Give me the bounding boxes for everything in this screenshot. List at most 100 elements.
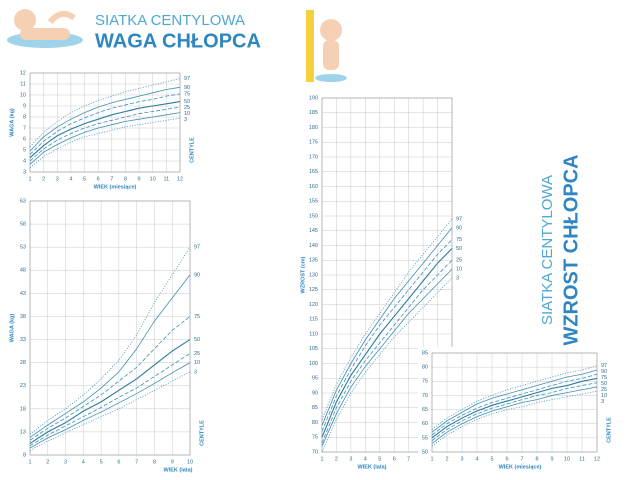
y-tick-label: 90 (312, 390, 318, 396)
centile-label: 25 (194, 351, 200, 357)
x-tick-label: 5 (100, 459, 103, 465)
x-tick-label: 4 (69, 176, 72, 182)
y-tick-label: 13 (20, 429, 26, 435)
x-tick-label: 6 (97, 176, 100, 182)
centile-label: 97 (184, 76, 190, 82)
centile-line (321, 218, 453, 420)
x-tick-label: 2 (335, 456, 338, 462)
y-tick-label: 12 (20, 70, 26, 76)
y-tick-label: 7 (23, 125, 26, 131)
y-tick-label: 33 (20, 337, 26, 343)
y-tick-label: 190 (309, 95, 318, 101)
centile-line (29, 112, 181, 165)
x-tick-label: 5 (490, 456, 493, 462)
y-tick-label: 185 (309, 110, 318, 116)
centile-label: 3 (456, 275, 459, 281)
y-tick-label: 75 (312, 435, 318, 441)
centile-label: 25 (184, 105, 190, 111)
y-tick-label: 9 (23, 103, 26, 109)
y-tick-label: 10 (20, 92, 26, 98)
y-tick-label: 38 (20, 314, 26, 320)
x-tick-label: 10 (187, 459, 193, 465)
x-tick-label: 10 (564, 456, 570, 462)
centile-label: 90 (601, 369, 607, 375)
y-tick-label: 180 (309, 125, 318, 131)
y-tick-label: 130 (309, 272, 318, 278)
y-tick-label: 85 (312, 405, 318, 411)
centile-line (321, 248, 453, 438)
y-tick-label: 48 (20, 268, 26, 274)
centile-line (29, 274, 191, 438)
x-tick-label: 11 (579, 456, 585, 462)
y-tick-label: 4 (23, 158, 26, 164)
x-tick-label: 7 (520, 456, 523, 462)
x-tick-label: 3 (460, 456, 463, 462)
x-tick-label: 1 (28, 459, 31, 465)
centile-label: 50 (184, 99, 190, 105)
centile-line (29, 117, 181, 168)
centile-label: 10 (601, 393, 607, 399)
y-tick-label: 105 (309, 346, 318, 352)
y-tick-label: 60 (422, 421, 428, 427)
centile-line (29, 101, 181, 159)
y-tick-label: 6 (23, 136, 26, 142)
x-tick-label: 8 (124, 176, 127, 182)
y-axis-title: WAGA (kg) (9, 314, 15, 343)
x-tick-label: 1 (320, 456, 323, 462)
centile-line (29, 86, 181, 152)
centile-label: 90 (194, 272, 200, 278)
x-tick-label: 1 (430, 456, 433, 462)
centile-label: 50 (456, 246, 462, 252)
x-tick-label: 9 (138, 176, 141, 182)
centile-line (29, 362, 191, 449)
y-tick-label: 120 (309, 302, 318, 308)
y-tick-label: 110 (309, 331, 318, 337)
centile-line (431, 373, 598, 436)
header-subtitle: SIATKA CENTYLOWA (95, 12, 245, 29)
y-tick-label: 145 (309, 228, 318, 234)
y-tick-label: 80 (422, 365, 428, 371)
y-tick-label: 55 (422, 435, 428, 441)
height-baby-icon (306, 10, 347, 82)
y-tick-label: 95 (312, 376, 318, 382)
plot-frame (321, 97, 453, 453)
x-tick-label: 4 (475, 456, 478, 462)
centile-line (29, 339, 191, 444)
y-tick-label: 165 (309, 169, 318, 175)
centile-label: 25 (456, 258, 462, 264)
centile-label: 25 (601, 387, 607, 393)
y-tick-label: 8 (23, 114, 26, 120)
y-tick-label: 11 (20, 81, 26, 87)
plot-frame (29, 72, 181, 173)
centile-label: 97 (456, 216, 462, 222)
centile-label: 3 (601, 399, 604, 405)
centile-line (29, 106, 181, 162)
centile-line (431, 377, 598, 439)
x-tick-label: 5 (83, 176, 86, 182)
centile-line (321, 239, 453, 432)
centile-label: 50 (194, 337, 200, 343)
x-tick-label: 12 (594, 456, 600, 462)
x-tick-label: 2 (445, 456, 448, 462)
centile-line (321, 268, 453, 447)
x-tick-label: 1 (28, 176, 31, 182)
x-tick-label: 2 (46, 459, 49, 465)
y-tick-label: 140 (309, 243, 318, 249)
centile-line (29, 93, 181, 155)
y-tick-label: 65 (422, 407, 428, 413)
y-tick-label: 53 (20, 245, 26, 251)
x-tick-label: 12 (177, 176, 183, 182)
x-tick-label: 7 (135, 459, 138, 465)
centile-label: 3 (184, 117, 187, 123)
x-tick-label: 11 (164, 176, 170, 182)
centile-label: 90 (456, 225, 462, 231)
centile-label: 97 (601, 363, 607, 369)
right-axis-title: CENTYLE (189, 137, 195, 163)
x-axis-title: WIEK (miesiące) (499, 464, 542, 470)
centile-label: 10 (194, 360, 200, 366)
centile-line (321, 227, 453, 426)
y-tick-label: 18 (20, 406, 26, 412)
x-tick-label: 6 (505, 456, 508, 462)
